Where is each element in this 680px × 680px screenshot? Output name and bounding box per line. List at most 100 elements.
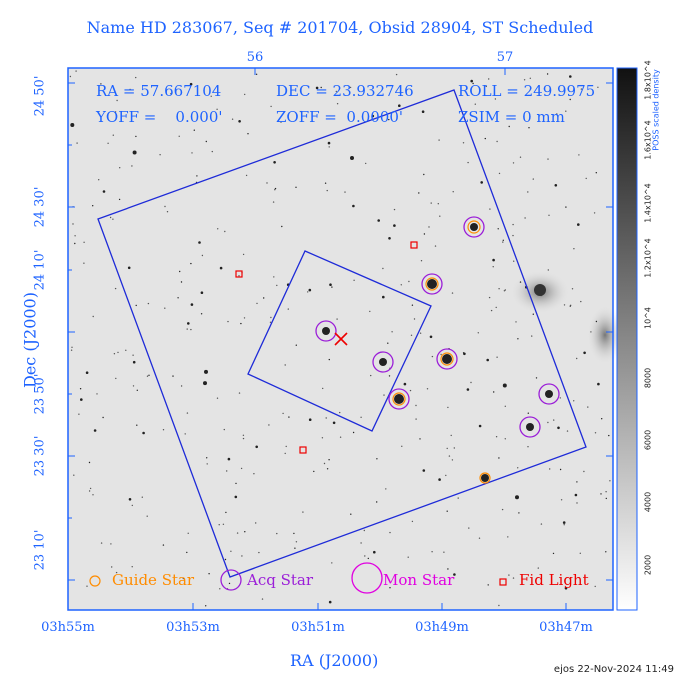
background-star xyxy=(76,142,78,144)
background-star xyxy=(102,416,104,419)
background-star xyxy=(387,342,389,344)
background-star xyxy=(353,279,355,281)
background-star xyxy=(222,523,225,525)
background-star xyxy=(407,556,409,558)
background-star xyxy=(574,493,578,497)
background-star xyxy=(401,445,403,447)
background-star xyxy=(593,212,596,214)
colorbar-tick: 1.8x10^4 xyxy=(643,60,653,100)
background-star xyxy=(504,438,506,440)
legend-fid-label: Fid Light xyxy=(519,571,589,589)
background-star xyxy=(393,208,396,211)
background-star xyxy=(527,191,529,193)
x-tick-label: 03h51m xyxy=(291,620,345,635)
background-star xyxy=(300,110,302,113)
background-star xyxy=(89,487,92,490)
x-tick-label: 03h53m xyxy=(166,620,220,635)
background-star xyxy=(474,103,476,105)
background-star xyxy=(554,184,558,187)
background-star xyxy=(451,292,454,294)
background-star xyxy=(409,389,412,392)
background-star xyxy=(339,436,342,438)
background-star xyxy=(470,381,472,384)
background-star xyxy=(517,338,519,340)
background-star xyxy=(548,214,550,216)
background-star xyxy=(73,474,75,476)
x-tick-label: 03h47m xyxy=(539,620,593,635)
background-star xyxy=(219,266,223,270)
x-top-tick-label: 57 xyxy=(496,50,514,65)
background-star xyxy=(556,113,558,115)
background-star xyxy=(367,557,369,560)
background-star xyxy=(370,374,372,377)
guide-star-marker xyxy=(392,392,406,406)
background-star xyxy=(549,468,551,470)
background-star xyxy=(132,354,134,356)
background-star xyxy=(519,281,522,283)
background-star xyxy=(308,418,312,422)
background-star xyxy=(178,135,180,137)
background-star xyxy=(230,550,232,552)
background-star xyxy=(537,567,539,569)
background-star xyxy=(566,430,569,432)
background-star xyxy=(498,604,500,607)
background-star xyxy=(200,291,204,295)
background-star xyxy=(350,156,354,160)
background-star xyxy=(388,237,391,240)
background-star xyxy=(261,598,264,600)
background-star xyxy=(447,406,449,409)
background-star xyxy=(326,189,328,192)
background-star xyxy=(440,353,442,356)
background-star xyxy=(532,313,534,315)
legend-guide-label: Guide Star xyxy=(112,571,195,589)
background-star xyxy=(227,457,231,461)
background-star xyxy=(244,531,246,533)
y-tick-label: 24 10' xyxy=(32,249,48,291)
background-star xyxy=(74,235,76,237)
background-star xyxy=(198,241,201,244)
background-star xyxy=(228,582,231,585)
background-star xyxy=(148,374,150,376)
background-star xyxy=(515,495,519,500)
background-star xyxy=(132,150,137,155)
background-star xyxy=(595,320,598,323)
background-star xyxy=(457,497,459,499)
background-star xyxy=(578,154,580,156)
y-tick-label: 23 30' xyxy=(32,435,48,477)
fid-light-marker xyxy=(299,446,307,454)
background-star xyxy=(508,574,510,576)
background-star xyxy=(382,267,384,270)
background-star xyxy=(365,162,367,165)
background-star xyxy=(186,551,188,554)
background-star xyxy=(285,445,287,448)
background-star xyxy=(487,584,489,586)
background-star xyxy=(421,110,425,113)
background-star xyxy=(132,360,136,364)
background-star xyxy=(594,432,597,434)
background-star xyxy=(430,202,432,204)
background-star xyxy=(496,356,498,358)
background-star xyxy=(203,381,207,386)
background-star xyxy=(216,108,218,111)
background-star xyxy=(187,532,189,534)
background-star xyxy=(495,436,498,438)
background-star xyxy=(377,219,381,222)
background-star xyxy=(72,223,74,225)
background-star xyxy=(573,400,575,402)
background-star xyxy=(415,404,417,407)
background-star xyxy=(86,585,88,587)
background-star xyxy=(69,75,72,78)
target-marker xyxy=(334,332,348,346)
background-star xyxy=(80,398,83,401)
background-star xyxy=(595,172,597,174)
background-star xyxy=(242,253,245,256)
background-star xyxy=(547,269,549,271)
x-tick-label: 03h55m xyxy=(41,620,95,635)
background-star xyxy=(107,142,109,144)
background-star xyxy=(147,302,150,305)
background-star xyxy=(426,388,429,390)
background-star xyxy=(453,573,456,576)
fid-light-marker xyxy=(235,270,243,278)
zoff-readout: ZOFF = 0.0000' xyxy=(276,108,404,126)
background-star xyxy=(600,493,602,495)
